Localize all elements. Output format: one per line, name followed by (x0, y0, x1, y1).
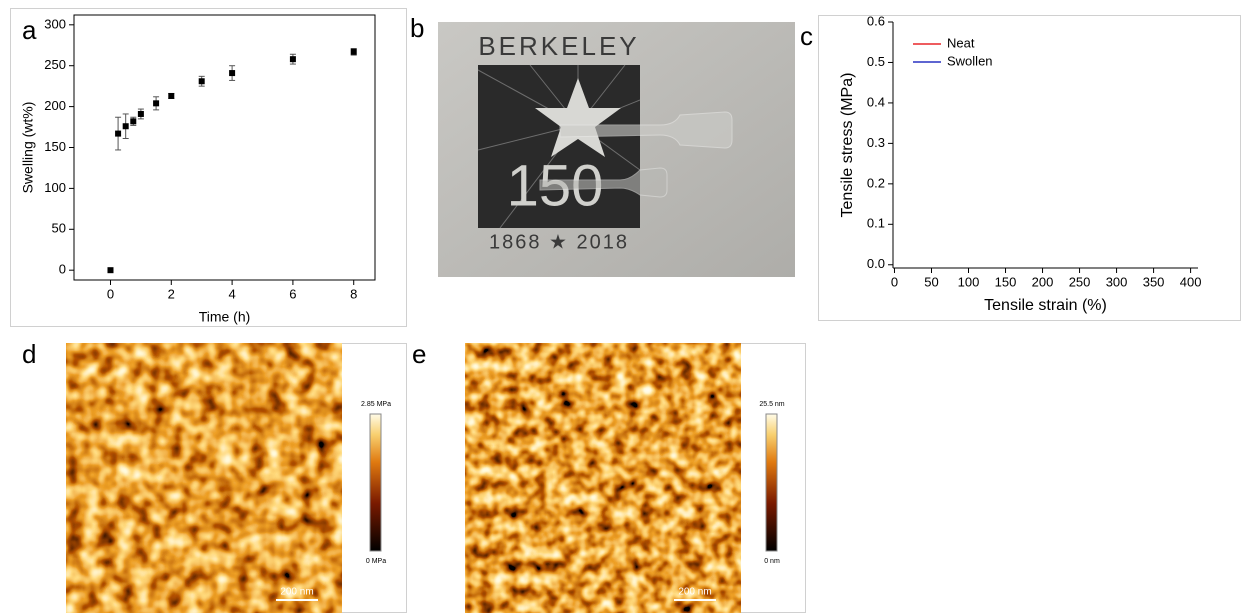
y-tick-label: 0.3 (867, 135, 885, 150)
colorbar (370, 414, 381, 551)
colorbar-label: 0 MPa (366, 558, 386, 565)
data-point (199, 78, 205, 84)
y-tick-label: 0.5 (867, 54, 885, 69)
data-point (168, 93, 174, 99)
y-tick-label: 0.6 (867, 13, 885, 28)
legend-label: Neat (947, 35, 975, 50)
x-tick-label: 0 (891, 274, 898, 289)
scale-bar-label: 200 nm (280, 587, 313, 598)
panel-frame (11, 9, 407, 327)
afm-map: 200 nm 2.85 MPa 0 MPa (66, 343, 391, 613)
y-tick-label: 0.4 (867, 94, 885, 109)
data-point (115, 131, 121, 137)
y-tick-label: 200 (44, 98, 66, 113)
x-tick-label: 350 (1143, 274, 1165, 289)
data-point (107, 267, 113, 273)
y-tick-label: 0.1 (867, 216, 885, 231)
x-tick-label: 200 (1032, 274, 1054, 289)
colorbar (766, 414, 777, 551)
y-tick-label: 100 (44, 180, 66, 195)
panel-label: d (22, 339, 36, 369)
panel-label: e (412, 339, 426, 369)
legend-label: Swollen (947, 53, 993, 68)
afm-image (465, 343, 741, 613)
data-point (130, 118, 136, 124)
x-tick-label: 6 (289, 286, 296, 301)
x-tick-label: 50 (924, 274, 938, 289)
x-tick-label: 250 (1069, 274, 1091, 289)
x-tick-label: 400 (1180, 274, 1202, 289)
plot-frame (74, 15, 375, 280)
y-axis-label: Tensile stress (MPa) (839, 73, 856, 218)
photo: BERKELEY 150 1868 ★ 2018 (438, 22, 795, 277)
page: { "panel_labels": ["a", "b", "c", "d", "… (0, 0, 1241, 613)
photo-text: BERKELEY (478, 31, 639, 61)
data-point (123, 123, 129, 129)
y-tick-label: 0.0 (867, 256, 885, 271)
y-tick-label: 150 (44, 139, 66, 154)
x-axis-label: Time (h) (199, 309, 251, 325)
y-tick-label: 0 (59, 262, 66, 277)
y-tick-label: 250 (44, 57, 66, 72)
x-tick-label: 0 (107, 286, 114, 301)
panel-label: a (22, 15, 37, 45)
afm-image (66, 343, 342, 613)
y-axis-label: Swelling (wt%) (20, 102, 36, 194)
y-tick-label: 50 (52, 221, 66, 236)
data-point (351, 49, 357, 55)
figure: a b c d e BERKELEY 150 1868 ★ 2018 200 n… (0, 0, 1241, 613)
y-tick-label: 0.2 (867, 175, 885, 190)
afm-map: 200 nm 25.5 nm 0 nm (465, 343, 785, 613)
x-tick-label: 150 (995, 274, 1017, 289)
scale-bar-label: 200 nm (678, 587, 711, 598)
x-tick-label: 2 (168, 286, 175, 301)
panel-label: b (410, 13, 424, 43)
colorbar-label: 25.5 nm (759, 401, 784, 408)
x-tick-label: 300 (1106, 274, 1128, 289)
panel-label: c (800, 21, 813, 51)
data-point (229, 70, 235, 76)
y-tick-label: 300 (44, 16, 66, 31)
colorbar-label: 2.85 MPa (361, 401, 391, 408)
x-tick-label: 4 (228, 286, 235, 301)
data-point (153, 100, 159, 106)
data-point (290, 56, 296, 62)
x-tick-label: 8 (350, 286, 357, 301)
colorbar-label: 0 nm (764, 558, 780, 565)
x-axis-label: Tensile strain (%) (984, 297, 1107, 314)
data-point (138, 111, 144, 117)
x-tick-label: 100 (958, 274, 980, 289)
photo-text: 1868 ★ 2018 (489, 231, 629, 253)
